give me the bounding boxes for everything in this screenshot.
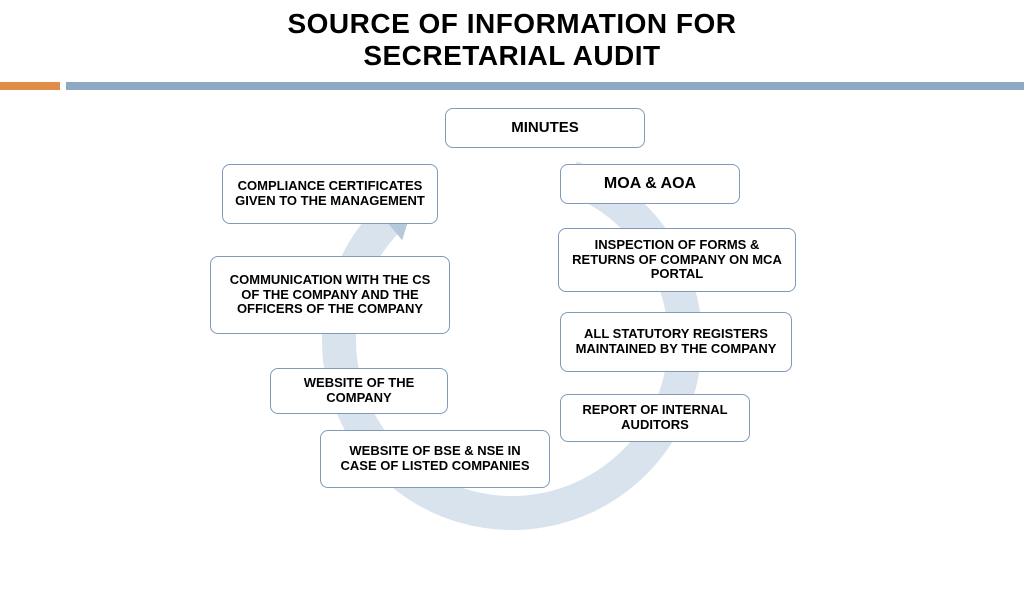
cycle-node: MOA & AOA (560, 164, 740, 204)
cycle-node-label: ALL STATUTORY REGISTERS MAINTAINED BY TH… (571, 327, 781, 357)
cycle-node-label: INSPECTION OF FORMS & RETURNS OF COMPANY… (569, 238, 785, 283)
cycle-node: REPORT OF INTERNAL AUDITORS (560, 394, 750, 442)
cycle-node-label: MOA & AOA (604, 175, 696, 193)
cycle-node: WEBSITE OF THE COMPANY (270, 368, 448, 414)
cycle-node: MINUTES (445, 108, 645, 148)
cycle-node-label: WEBSITE OF THE COMPANY (281, 376, 437, 406)
cycle-node: COMPLIANCE CERTIFICATES GIVEN TO THE MAN… (222, 164, 438, 224)
cycle-node-label: MINUTES (511, 119, 579, 136)
divider-blue (66, 82, 1024, 90)
title-line1: SOURCE OF INFORMATION FOR (287, 8, 736, 39)
cycle-ring (0, 90, 1024, 590)
cycle-node: COMMUNICATION WITH THE CS OF THE COMPANY… (210, 256, 450, 334)
cycle-node-label: REPORT OF INTERNAL AUDITORS (571, 403, 739, 433)
title-line2: SECRETARIAL AUDIT (363, 40, 660, 71)
cycle-node-label: WEBSITE OF BSE & NSE IN CASE OF LISTED C… (331, 444, 539, 474)
cycle-node: WEBSITE OF BSE & NSE IN CASE OF LISTED C… (320, 430, 550, 488)
page-title: SOURCE OF INFORMATION FOR SECRETARIAL AU… (0, 0, 1024, 72)
divider-orange (0, 82, 60, 90)
cycle-node-label: COMMUNICATION WITH THE CS OF THE COMPANY… (221, 273, 439, 318)
cycle-node-label: COMPLIANCE CERTIFICATES GIVEN TO THE MAN… (233, 179, 427, 209)
cycle-node: INSPECTION OF FORMS & RETURNS OF COMPANY… (558, 228, 796, 292)
header-divider (0, 82, 1024, 90)
cycle-node: ALL STATUTORY REGISTERS MAINTAINED BY TH… (560, 312, 792, 372)
cycle-diagram: MINUTES MOA & AOA INSPECTION OF FORMS & RE… (0, 90, 1024, 576)
